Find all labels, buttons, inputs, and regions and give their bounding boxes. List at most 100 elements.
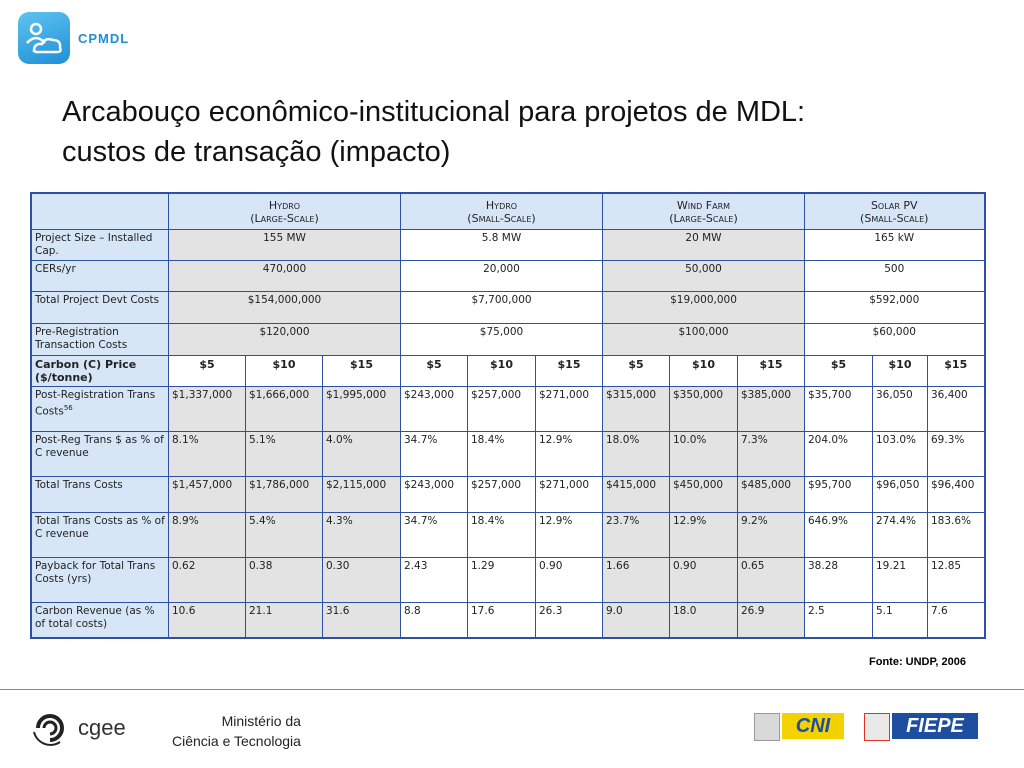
table-cell: 9.2% [737, 512, 805, 558]
table-row: Total Trans Costs $1,457,000 $1,786,000 … [30, 476, 985, 513]
table-cell: $1,666,000 [245, 386, 323, 432]
table-cell: $120,000 [168, 323, 401, 356]
table-row: CERs/yr 470,000 20,000 50,000 500 [30, 260, 985, 292]
table-cell: 20 MW [602, 229, 805, 261]
row-label: Payback for Total Trans Costs (yrs) [30, 557, 169, 603]
table-cell: $1,337,000 [168, 386, 246, 432]
table-cell: $592,000 [804, 291, 985, 324]
table-cell: 0.65 [737, 557, 805, 603]
table-cell: $2,115,000 [322, 476, 401, 513]
table-row: Payback for Total Trans Costs (yrs) 0.62… [30, 557, 985, 603]
table-cell: $15 [322, 355, 401, 387]
table-cell: 31.6 [322, 602, 401, 639]
table-cell: 2.5 [804, 602, 873, 639]
row-label: Carbon Revenue (as % of total costs) [30, 602, 169, 639]
table-row: Total Project Devt Costs $154,000,000 $7… [30, 291, 985, 324]
table-cell: 0.30 [322, 557, 401, 603]
cgee-logo: cgee [30, 708, 126, 748]
table-cell: $243,000 [400, 476, 468, 513]
table-cell: 69.3% [927, 431, 985, 477]
source-note: Fonte: UNDP, 2006 [869, 656, 966, 668]
table-cell: $271,000 [535, 476, 603, 513]
table-cell: 1.66 [602, 557, 670, 603]
table-cell: $385,000 [737, 386, 805, 432]
table-cell: 4.3% [322, 512, 401, 558]
table-cell: 4.0% [322, 431, 401, 477]
header-solar-pv: Solar PV (Small-Scale) [804, 192, 985, 230]
table-cell: 103.0% [872, 431, 928, 477]
table-cell: $19,000,000 [602, 291, 805, 324]
row-label: Post-Reg Trans $ as % of C revenue [30, 431, 169, 477]
table-cell: $257,000 [467, 386, 536, 432]
table-cell: 12.9% [535, 512, 603, 558]
table-cell: 165 kW [804, 229, 985, 261]
table-row: Carbon (C) Price ($/tonne) $5 $10 $15 $5… [30, 355, 985, 387]
slide-title: Arcabouço econômico-institucional para p… [62, 92, 805, 172]
table-cell: 12.9% [535, 431, 603, 477]
header-wind-farm: Wind Farm (Large-Scale) [602, 192, 805, 230]
table-row: Total Trans Costs as % of C revenue 8.9%… [30, 512, 985, 558]
table-cell: 38.28 [804, 557, 873, 603]
table-cell: 0.38 [245, 557, 323, 603]
table-cell: $415,000 [602, 476, 670, 513]
ministry-line-1: Ministério da [221, 713, 301, 729]
table-cell: $96,400 [927, 476, 985, 513]
table-cell: $5 [168, 355, 246, 387]
ministry-line-2: Ciência e Tecnologia [172, 733, 301, 749]
table-cell: 5.1 [872, 602, 928, 639]
table-cell: $5 [804, 355, 873, 387]
table-cell: $154,000,000 [168, 291, 401, 324]
footer-divider [0, 689, 1024, 690]
cgee-swirl-icon [33, 714, 64, 746]
table-cell: 0.90 [669, 557, 738, 603]
table-cell: $271,000 [535, 386, 603, 432]
table-cell: 26.3 [535, 602, 603, 639]
table-cell: 19.21 [872, 557, 928, 603]
table-cell: $10 [669, 355, 738, 387]
table-cell: $243,000 [400, 386, 468, 432]
row-label: Total Trans Costs [30, 476, 169, 513]
table-cell: 12.85 [927, 557, 985, 603]
table-cell: 8.8 [400, 602, 468, 639]
table-cell: 155 MW [168, 229, 401, 261]
table-cell: 2.43 [400, 557, 468, 603]
table-cell: 5.4% [245, 512, 323, 558]
table-cell: $485,000 [737, 476, 805, 513]
table-row: Pre-Registration Transaction Costs $120,… [30, 323, 985, 356]
table-cell: 36,400 [927, 386, 985, 432]
row-label: CERs/yr [30, 260, 169, 292]
table-cell: 34.7% [400, 512, 468, 558]
row-label: Project Size – Installed Cap. [30, 229, 169, 261]
title-line-2: custos de transação (impacto) [62, 136, 451, 168]
table-cell: $7,700,000 [400, 291, 603, 324]
fiepe-emblem-icon [864, 713, 890, 741]
table-cell: $1,995,000 [322, 386, 401, 432]
table-cell: 646.9% [804, 512, 873, 558]
table-cell: 8.9% [168, 512, 246, 558]
table-cell: $5 [400, 355, 468, 387]
row-label: Total Project Devt Costs [30, 291, 169, 324]
table-cell: 204.0% [804, 431, 873, 477]
table-cell: 34.7% [400, 431, 468, 477]
table-cell: 7.6 [927, 602, 985, 639]
table-cell: 23.7% [602, 512, 670, 558]
table-cell: $5 [602, 355, 670, 387]
table-cell: 18.4% [467, 431, 536, 477]
table-cell: $257,000 [467, 476, 536, 513]
table-cell: $35,700 [804, 386, 873, 432]
table-cell: 18.0 [669, 602, 738, 639]
row-label: Carbon (C) Price ($/tonne) [30, 355, 169, 387]
table-cell: $1,457,000 [168, 476, 246, 513]
row-label: Pre-Registration Transaction Costs [30, 323, 169, 356]
table-row: Post-Reg Trans $ as % of C revenue 8.1% … [30, 431, 985, 477]
table-cell: 0.62 [168, 557, 246, 603]
table-cell: 10.6 [168, 602, 246, 639]
table-cell: $10 [245, 355, 323, 387]
table-cell: 183.6% [927, 512, 985, 558]
table-cell: 0.90 [535, 557, 603, 603]
table-cell: 5.8 MW [400, 229, 603, 261]
table-cell: 8.1% [168, 431, 246, 477]
table-cell: $60,000 [804, 323, 985, 356]
table-cell: $450,000 [669, 476, 738, 513]
table-cell: $15 [927, 355, 985, 387]
